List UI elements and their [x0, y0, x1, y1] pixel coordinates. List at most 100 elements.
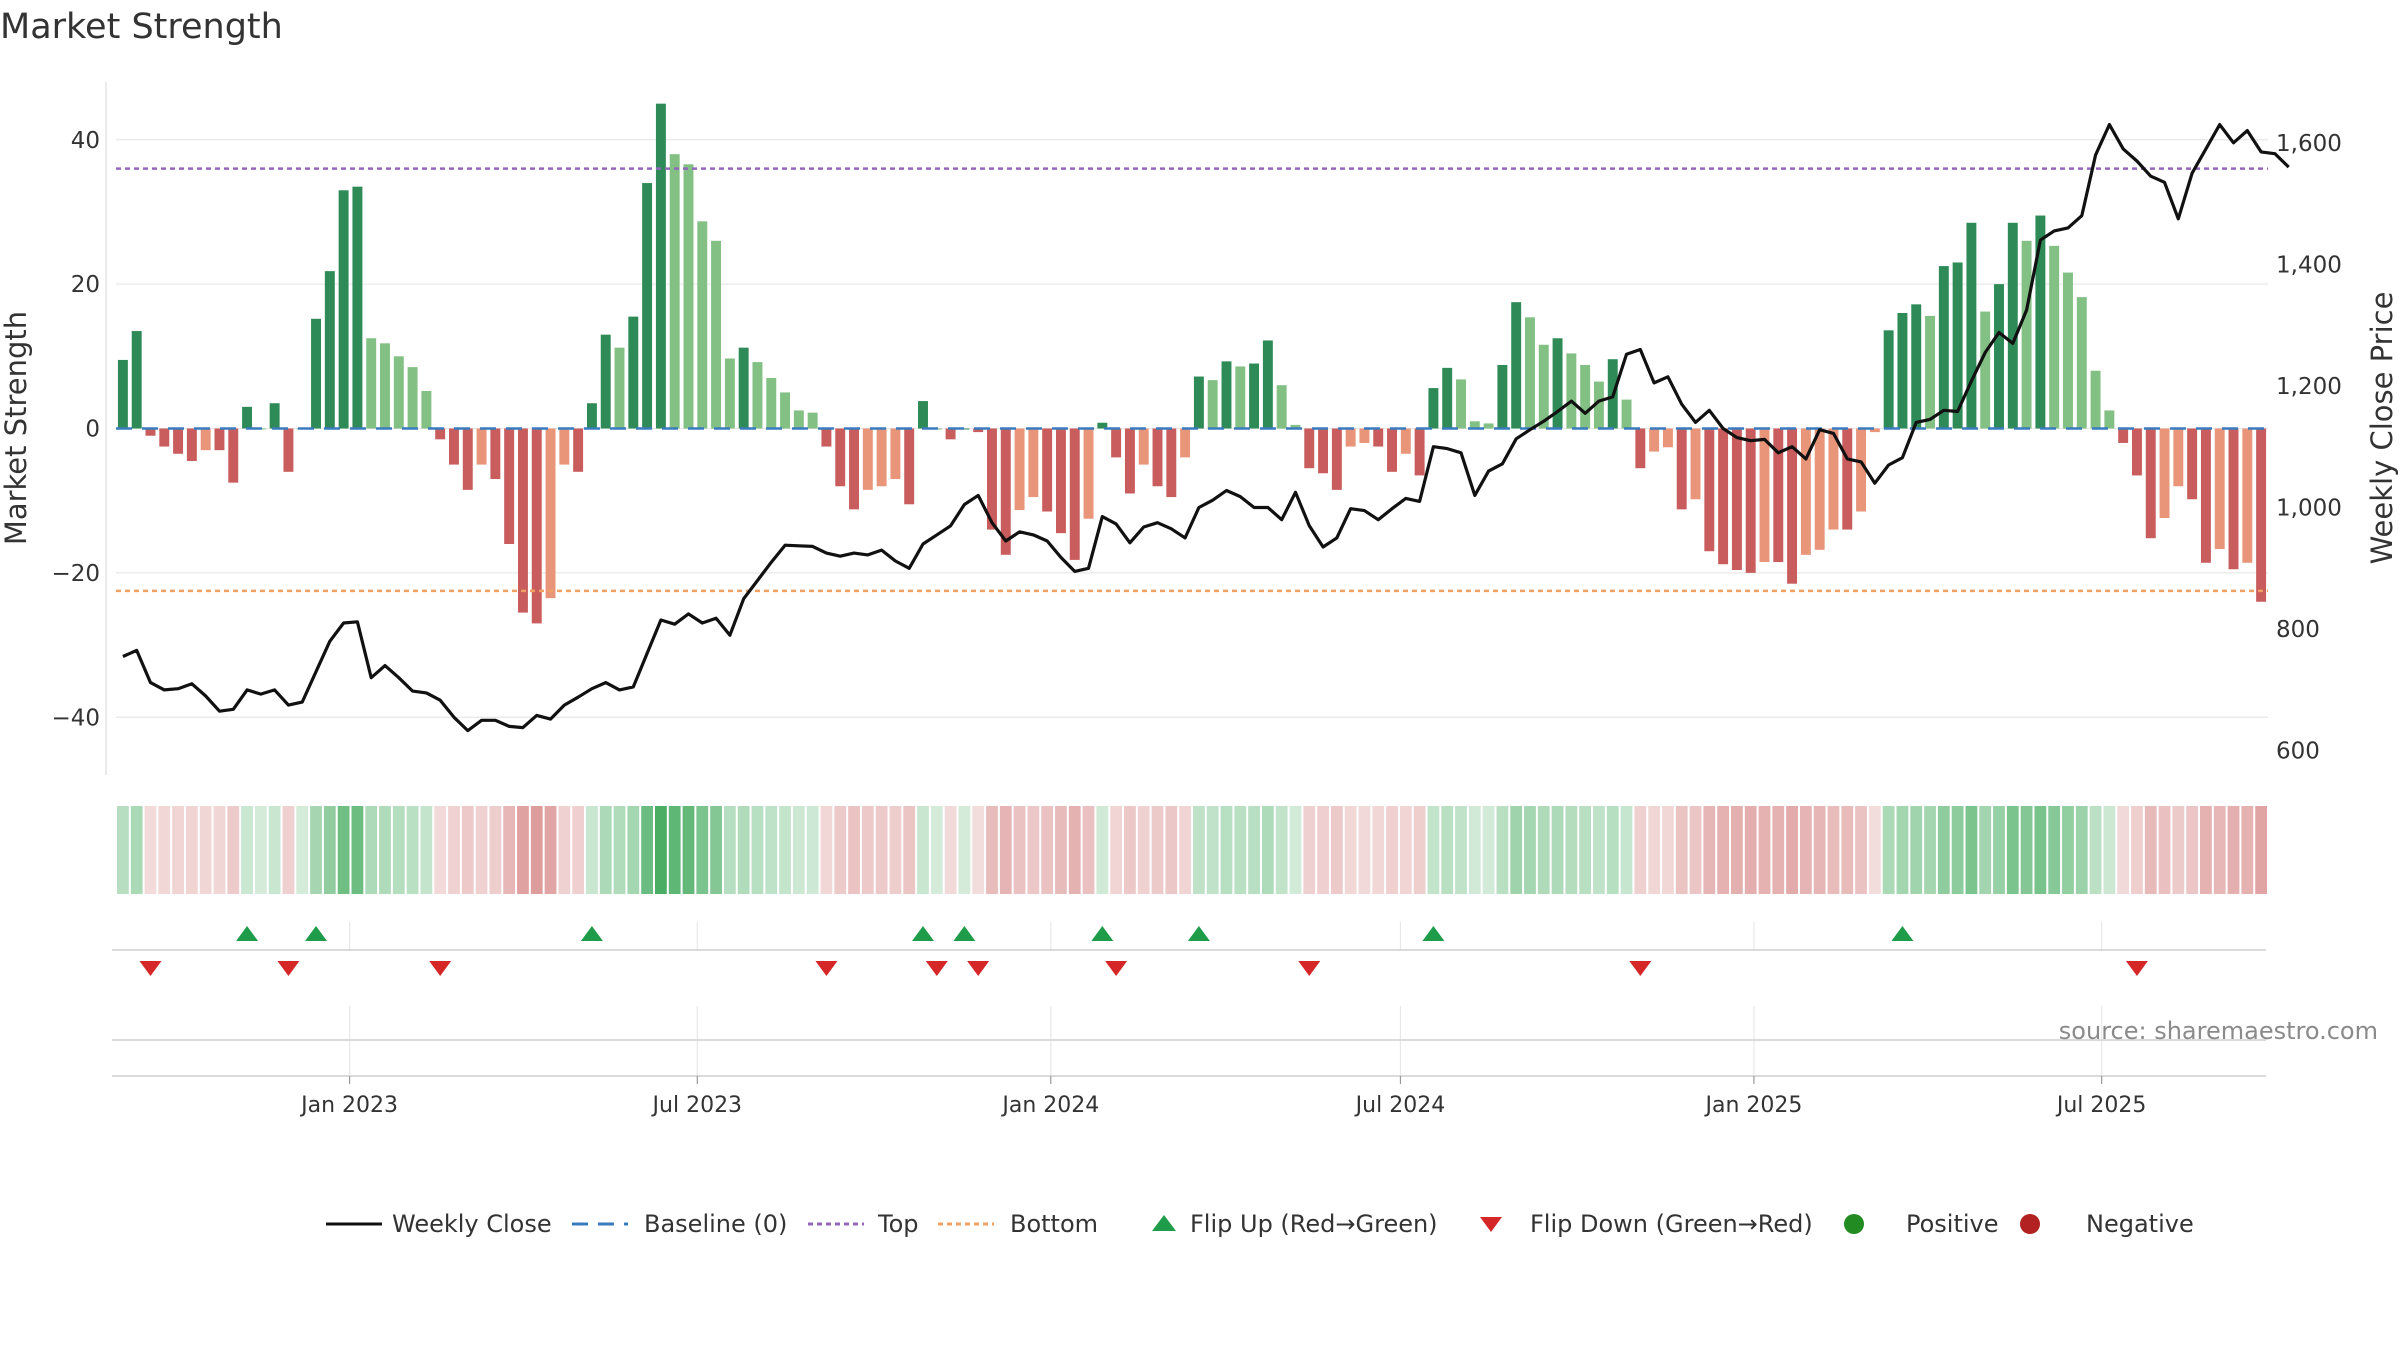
heat-strip-cell: [558, 806, 571, 894]
y-tick-label-right: 600: [2276, 739, 2320, 765]
strength-bar: [338, 190, 349, 429]
strength-bar: [1952, 262, 1963, 429]
heat-strip-cell: [792, 806, 805, 894]
strength-bar: [407, 367, 418, 429]
legend-label: Negative: [2086, 1210, 2194, 1238]
strength-bar: [1538, 344, 1549, 429]
date-axis: Jan 2023 Jul 2023 Jan 2024 Jul 2024 Jan 2025…: [299, 1076, 2146, 1118]
flip-down-marker: [925, 961, 948, 976]
heat-strip-cell: [1675, 806, 1688, 894]
heat-strip-cell: [530, 806, 543, 894]
strength-bar: [1249, 363, 1260, 429]
date-tick-label: Jul 2025: [2055, 1093, 2147, 1118]
strength-bar: [1938, 266, 1949, 429]
strength-bar: [1566, 353, 1577, 429]
strength-bar: [2131, 428, 2142, 476]
flip-down-marker: [815, 961, 838, 976]
heat-strip-cell: [1937, 806, 1950, 894]
strength-bar: [2090, 370, 2101, 429]
strength-bar: [1745, 428, 1756, 573]
strength-bar: [1704, 428, 1715, 552]
heat-strip-cell: [1041, 806, 1054, 894]
heat-strip-cell: [1427, 806, 1440, 894]
strength-bar: [462, 428, 473, 490]
strength-bar: [2228, 428, 2239, 570]
strength-bar: [214, 428, 225, 451]
strength-bar: [1994, 284, 2004, 429]
heat-strip-cell: [310, 806, 322, 894]
strength-bar: [393, 356, 404, 429]
strength-bar: [2256, 428, 2267, 602]
strength-bar: [1069, 428, 1080, 560]
strength-bar: [1111, 428, 1122, 458]
strength-bar: [1138, 428, 1149, 465]
heat-strip-cell: [158, 806, 171, 894]
heat-strip-cell: [958, 806, 971, 894]
heat-strip-cell: [2213, 806, 2226, 894]
heat-strip-cell: [765, 806, 778, 894]
strength-bar: [987, 428, 997, 530]
heat-strip-cell: [172, 806, 184, 894]
heat-strip-cell: [1137, 806, 1150, 894]
heat-strip-cell: [779, 806, 791, 894]
heat-strip-cell: [2006, 806, 2019, 894]
y-axis-label-left: Market Strength: [0, 311, 33, 545]
strength-bar: [1856, 428, 1867, 512]
strength-bar: [2118, 428, 2129, 443]
heat-strip-cell: [1317, 806, 1329, 894]
flip-down-marker: [139, 961, 162, 976]
legend-label: Positive: [1906, 1210, 1999, 1238]
heat-strip-cell: [1579, 806, 1592, 894]
strength-bar: [711, 240, 722, 429]
heat-strip-cell: [1496, 806, 1509, 894]
strength-bar: [959, 428, 970, 430]
strength-bar: [1373, 428, 1384, 447]
heat-strip-cell: [351, 806, 364, 894]
heat-strip-cell: [1013, 806, 1026, 894]
heat-strip-cell: [2075, 806, 2088, 894]
strength-bar: [2200, 428, 2211, 563]
heat-strip-cell: [420, 806, 433, 894]
strength-bar: [807, 412, 818, 429]
flip-up-marker: [1891, 926, 1914, 941]
heat-strip-cell: [1055, 806, 1067, 894]
heat-strip-cell: [379, 806, 391, 894]
strength-bar: [1180, 428, 1191, 458]
heat-strip-cell: [1179, 806, 1191, 894]
heat-strip-cell: [751, 806, 764, 894]
heat-strip-cell: [2158, 806, 2171, 894]
y-tick-label-right: 1,600: [2276, 131, 2342, 157]
strength-bar: [531, 428, 542, 624]
strength-bar: [1000, 428, 1011, 555]
strength-bar: [655, 103, 666, 429]
heat-strip-cell: [1289, 806, 1302, 894]
strength-bar: [1483, 423, 1494, 429]
strength-bar: [1042, 428, 1053, 512]
heat-strip-cell: [1330, 806, 1343, 894]
strength-bar: [1290, 424, 1301, 429]
strength-bar: [366, 338, 377, 429]
weekly-close-line: [122, 122, 2290, 733]
heat-strip-cell: [227, 806, 240, 894]
strength-bar: [1690, 428, 1701, 500]
heat-strip-cell: [2200, 806, 2212, 894]
heat-strip-cell: [2089, 806, 2102, 894]
strength-bar: [2214, 428, 2225, 550]
y-tick-label-left: 0: [85, 417, 100, 443]
heat-strip-cell: [282, 806, 295, 894]
heat-strip-cell: [1593, 806, 1605, 894]
heat-strip-cell: [1565, 806, 1578, 894]
strength-bar: [117, 359, 128, 429]
heat-strip-cell: [2062, 806, 2074, 894]
heat-strip-cell: [117, 806, 129, 894]
axes: 40 20 0 −20 −40 600 800 1,000 1,200 1,400 1,600: [51, 82, 2342, 775]
heat-strip-cell: [1703, 806, 1716, 894]
strength-bar: [876, 428, 887, 487]
legend: Weekly Close Baseline (0) Top Bottom Flip Up…: [326, 1210, 2194, 1238]
strength-bar: [1869, 428, 1880, 433]
heat-strip-cell: [1827, 806, 1840, 894]
heat-strip-cell: [2103, 806, 2116, 894]
strength-bar: [2159, 428, 2170, 519]
heat-strip-cell: [1096, 806, 1109, 894]
